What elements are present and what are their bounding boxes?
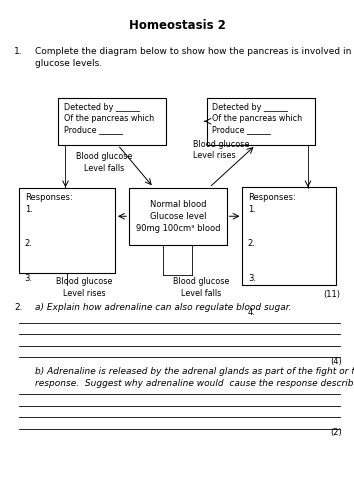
Bar (207, 98, 315, 145)
Text: Responses:
1.


2.


3.: Responses: 1. 2. 3. (25, 194, 73, 282)
Bar (19, 188, 115, 272)
Text: Homeostasis 2: Homeostasis 2 (129, 19, 225, 32)
Text: Complete the diagram below to show how the pancreas is involved in controlling b: Complete the diagram below to show how t… (35, 48, 354, 68)
Text: Blood glucose
Level falls: Blood glucose Level falls (173, 278, 229, 298)
Text: b) Adrenaline is released by the adrenal glands as part of the fight or flight
r: b) Adrenaline is released by the adrenal… (35, 368, 354, 388)
Text: 1.: 1. (14, 48, 23, 56)
Text: Responses:
1.


2.


3.


4.: Responses: 1. 2. 3. 4. (248, 194, 296, 317)
Text: Normal blood
Glucose level
90mg 100cm³ blood: Normal blood Glucose level 90mg 100cm³ b… (136, 200, 220, 232)
Bar (242, 188, 336, 285)
Text: (11): (11) (323, 290, 340, 299)
Text: a) Explain how adrenaline can also regulate blood sugar.: a) Explain how adrenaline can also regul… (35, 302, 292, 312)
Text: Blood glucose
Level falls: Blood glucose Level falls (76, 152, 133, 173)
Text: (2): (2) (330, 428, 342, 438)
Text: 2.: 2. (14, 302, 23, 312)
Text: Blood glucose
Level rises: Blood glucose Level rises (56, 278, 113, 298)
Text: Detected by ______
Of the pancreas which
Produce ______: Detected by ______ Of the pancreas which… (64, 102, 154, 134)
Bar (58, 98, 166, 145)
Text: (4): (4) (330, 357, 342, 366)
Bar (129, 188, 227, 245)
Text: Detected by ______
Of the pancreas which
Produce ______: Detected by ______ Of the pancreas which… (212, 102, 303, 134)
Text: Blood glucose
Level rises: Blood glucose Level rises (193, 140, 249, 160)
